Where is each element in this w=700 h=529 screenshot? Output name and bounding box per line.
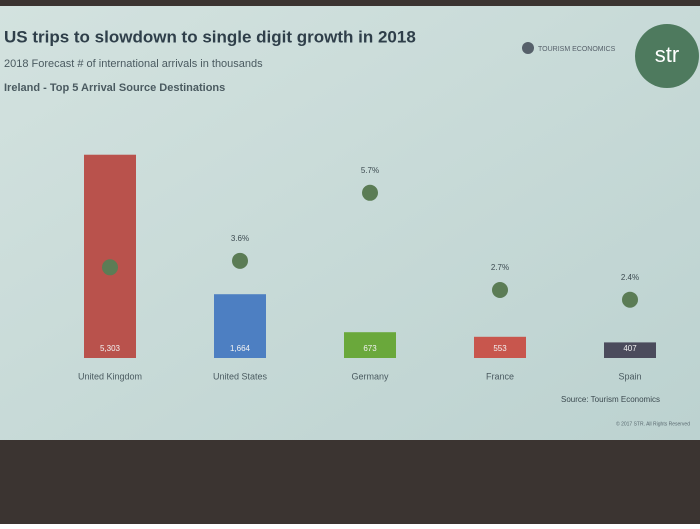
data-label: 2.7%: [491, 263, 509, 272]
bar: [214, 294, 266, 358]
data-label: 5,303: [100, 344, 121, 353]
x-tick-label: Germany: [351, 371, 389, 381]
x-tick-label: Spain: [618, 371, 641, 381]
x-tick-label: United Kingdom: [78, 371, 142, 381]
growth-dot: [622, 291, 638, 308]
bar: [474, 336, 526, 358]
data-label: 673: [363, 344, 377, 353]
copyright: © 2017 STR. All Rights Reserved: [616, 420, 690, 427]
bar: [604, 342, 656, 358]
bar: [84, 154, 136, 358]
growth-dot: [232, 252, 248, 269]
growth-dot: [492, 281, 508, 298]
brand: TOURISM ECONOMICS: [538, 46, 616, 53]
logo: str: [655, 42, 679, 67]
subtitle: 2018 Forecast # of international arrival…: [4, 58, 263, 70]
heading: Ireland - Top 5 Arrival Source Destinati…: [4, 82, 225, 94]
data-label: 2.4%: [621, 273, 639, 282]
bar: [344, 332, 396, 358]
data-label: 1,664: [230, 344, 251, 353]
data-label: 407: [623, 344, 637, 353]
chart-title: US trips to slowdown to single digit gro…: [4, 27, 416, 46]
data-label: 3.6%: [231, 234, 249, 243]
brand-icon: [522, 42, 534, 54]
growth-dot: [362, 184, 378, 201]
x-tick-label: United States: [213, 371, 268, 381]
data-label: 553: [493, 344, 507, 353]
logo-circle: [635, 24, 699, 88]
growth-dot: [102, 259, 118, 276]
data-label: 5.7%: [361, 166, 379, 175]
source: Source: Tourism Economics: [561, 395, 660, 404]
x-tick-label: France: [486, 371, 514, 381]
